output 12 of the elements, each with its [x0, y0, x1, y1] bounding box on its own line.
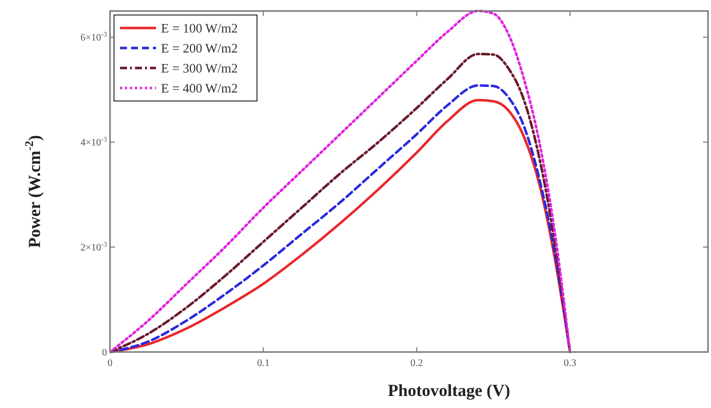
x-tick-label: 0.1 [257, 358, 270, 369]
legend-label: E = 300 W/m2 [161, 60, 238, 76]
y-tick-label: 2×10$^{-3}$ [80, 240, 108, 254]
x-axis-title: Photovoltage (V) [388, 381, 510, 400]
y-tick-label: 0 [102, 348, 107, 358]
legend-label: E = 400 W/m2 [161, 80, 238, 96]
legend-label: E = 200 W/m2 [161, 40, 238, 56]
x-tick-label: 0.2 [410, 358, 423, 369]
y-tick-label: 6×10$^{-3}$ [80, 30, 108, 44]
y-tick-label: 4×10$^{-3}$ [80, 136, 108, 149]
legend-label: E = 100 W/m2 [161, 20, 238, 36]
x-tick-label: 0.3 [564, 358, 576, 369]
